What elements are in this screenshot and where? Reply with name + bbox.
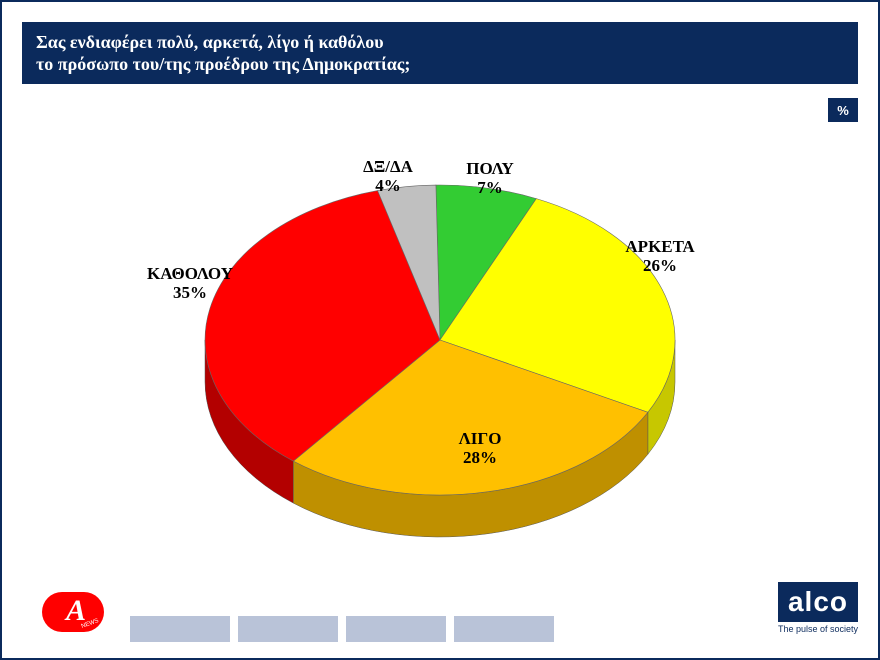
title-line2: το πρόσωπο του/της προέδρου της Δημοκρατ… xyxy=(36,53,844,76)
slice-label-dxda: ΔΞ/ΔΑ4% xyxy=(333,158,443,195)
title-bar: Σας ενδιαφέρει πολύ, αρκετά, λίγο ή καθό… xyxy=(22,22,858,84)
alco-tagline: The pulse of society xyxy=(778,624,858,634)
title-line1: Σας ενδιαφέρει πολύ, αρκετά, λίγο ή καθό… xyxy=(36,31,844,54)
footer-segment xyxy=(238,616,338,642)
svg-text:A: A xyxy=(64,594,86,627)
slice-label-arketa: ΑΡΚΕΤΑ26% xyxy=(605,238,715,275)
alco-logo: alco The pulse of society xyxy=(778,582,858,634)
alco-text: alco xyxy=(778,582,858,622)
slice-label-poly: ΠΟΛΥ7% xyxy=(435,160,545,197)
slice-label-katholou: ΚΑΘΟΛΟΥ35% xyxy=(135,265,245,302)
footer-segment xyxy=(454,616,554,642)
footer-segment xyxy=(346,616,446,642)
footer-bar: A NEWS alco The pulse of society xyxy=(0,602,880,642)
alpha-news-logo: A NEWS xyxy=(42,592,104,632)
footer-segment xyxy=(130,616,230,642)
slice-label-ligo: ΛΙΓΟ28% xyxy=(425,430,535,467)
percent-badge: % xyxy=(828,98,858,122)
